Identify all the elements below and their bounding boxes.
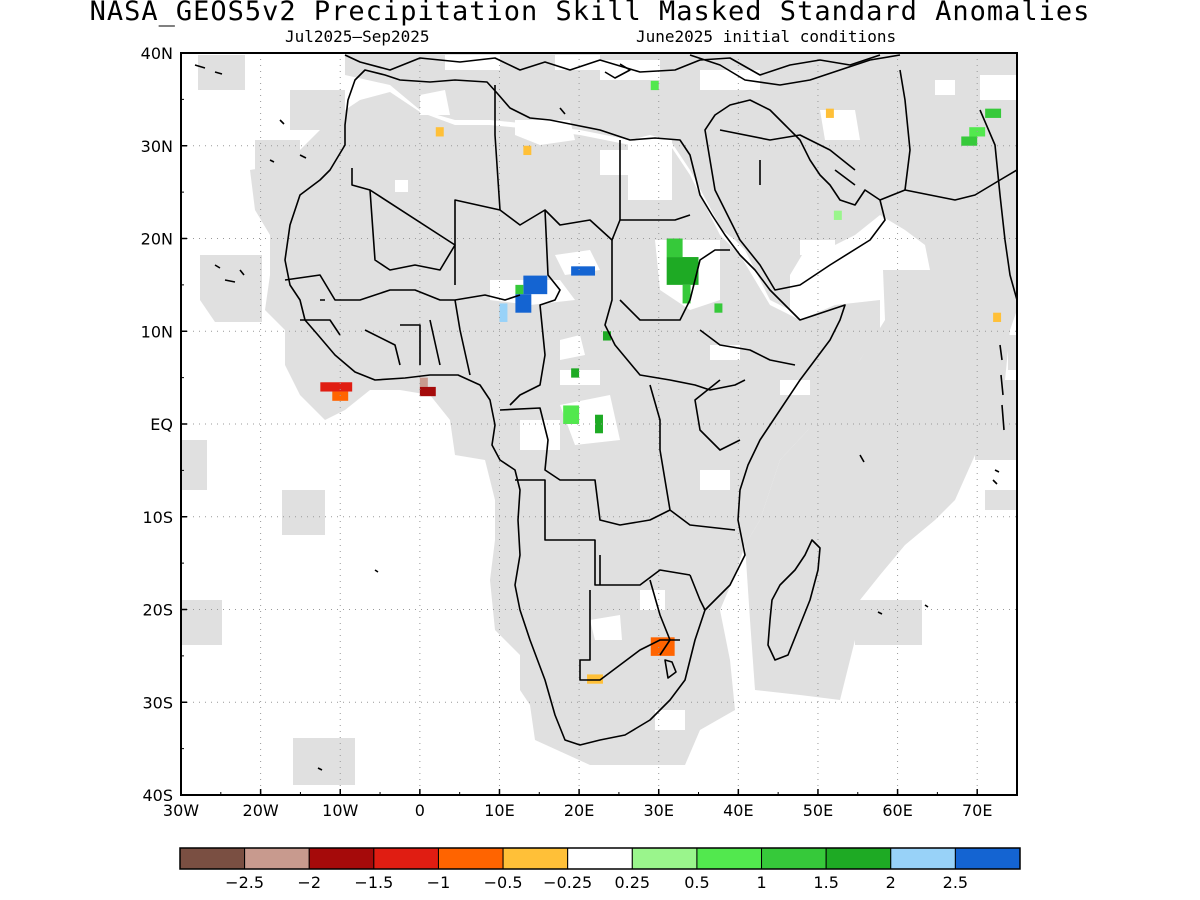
anomaly-patch — [332, 391, 349, 401]
colorbar-label: 2.5 — [943, 873, 968, 892]
colorbar-label: −0.25 — [543, 873, 592, 892]
colorbar-swatch — [631, 847, 698, 870]
y-tick-label: EQ — [150, 415, 173, 434]
colorbar-label: −0.5 — [484, 873, 523, 892]
anomaly-patch — [571, 368, 580, 378]
colorbar-swatch — [502, 847, 569, 870]
anomaly-patch — [666, 238, 683, 258]
anomaly-patch — [419, 386, 436, 397]
coastlines-and-borders — [194, 54, 1017, 771]
y-tick-label: 40S — [142, 786, 173, 805]
colorbar-swatch — [179, 847, 246, 870]
x-tick-label: 20E — [564, 801, 594, 820]
anomaly-patch — [523, 145, 532, 156]
colorbar-label: 0.25 — [614, 873, 650, 892]
anomaly-patch — [985, 108, 1002, 118]
anomaly-patch — [666, 257, 699, 285]
anomaly-patch — [602, 331, 611, 341]
colorbar-label: −1.5 — [354, 873, 393, 892]
anomaly-patch — [419, 377, 428, 387]
anomaly-patch — [714, 303, 723, 313]
x-tick-label: 40E — [723, 801, 753, 820]
skill-mask-layer — [181, 53, 1017, 785]
anomaly-patch — [499, 303, 508, 322]
y-tick-label: 30S — [142, 693, 173, 712]
y-tick-label: 10S — [142, 508, 173, 527]
anomaly-patch — [320, 382, 353, 392]
anomaly-patch — [595, 414, 603, 434]
chart-title: NASA_GEOS5v2 Precipitation Skill Masked … — [89, 0, 1091, 27]
colorbar-swatch — [308, 847, 375, 870]
colorbar-label: 0.5 — [684, 873, 709, 892]
anomaly-patch — [682, 284, 691, 304]
anomaly-patch — [833, 210, 842, 220]
anomaly-patch — [523, 275, 548, 295]
anomaly-patch — [993, 312, 1002, 322]
x-tick-label: 20W — [243, 801, 279, 820]
colorbar-label: 2 — [886, 873, 896, 892]
x-tick-label: 50E — [803, 801, 833, 820]
colorbar-swatch — [825, 847, 892, 870]
season-subtitle: Jul2025–Sep2025 — [285, 27, 430, 46]
colorbar-swatch — [761, 847, 827, 870]
map-axes: 30W 20W 10W 0 10E 20E 30E 40E 50E 60E 70E 40N 30N 20N… — [141, 44, 1018, 820]
anomaly-patches — [320, 80, 1002, 684]
anomaly-patch — [587, 674, 603, 684]
lat-lon-grid — [181, 53, 1017, 795]
x-tick-label: 30E — [643, 801, 673, 820]
y-tick-label: 10N — [141, 322, 173, 341]
y-tick-label: 30N — [141, 137, 173, 156]
x-tick-label: 10E — [484, 801, 514, 820]
anomaly-patch — [825, 108, 834, 118]
anomaly-patch — [650, 80, 659, 91]
y-tick-label: 20N — [141, 230, 173, 249]
colorbar-label: −1 — [427, 873, 451, 892]
y-tick-label: 40N — [141, 44, 173, 63]
x-tick-label: 10W — [322, 801, 358, 820]
colorbar-swatch — [954, 847, 1021, 870]
colorbar-label: 1 — [756, 873, 766, 892]
anomaly-patch — [563, 405, 580, 424]
anomaly-patch — [515, 284, 524, 295]
anomaly-patch — [435, 127, 444, 137]
colorbar-frame — [179, 847, 1021, 870]
colorbar-swatch — [244, 847, 310, 870]
colorbar-swatch — [567, 847, 633, 870]
colorbar-swatch — [437, 847, 504, 870]
init-conditions-subtitle: June2025 initial conditions — [636, 27, 897, 46]
colorbar-label: −2 — [297, 873, 321, 892]
y-tick-label: 20S — [142, 601, 173, 620]
colorbar-swatch — [373, 847, 439, 870]
x-tick-label: 60E — [882, 801, 912, 820]
colorbar-label: 1.5 — [813, 873, 838, 892]
x-tick-label: 30W — [163, 801, 199, 820]
anomaly-patch — [571, 266, 596, 276]
x-tick-label: 0 — [415, 801, 425, 820]
colorbar-swatch — [696, 847, 763, 870]
colorbar-swatch — [890, 847, 956, 870]
anomaly-patch — [515, 294, 532, 313]
x-tick-label: 70E — [962, 801, 992, 820]
anomaly-patch — [961, 136, 978, 146]
colorbar-label: −2.5 — [225, 873, 264, 892]
colorbar: −2.5 −2 −1.5 −1 −0.5 −0.25 0.25 0.5 1 1.5 2 2.5 — [179, 847, 1021, 892]
